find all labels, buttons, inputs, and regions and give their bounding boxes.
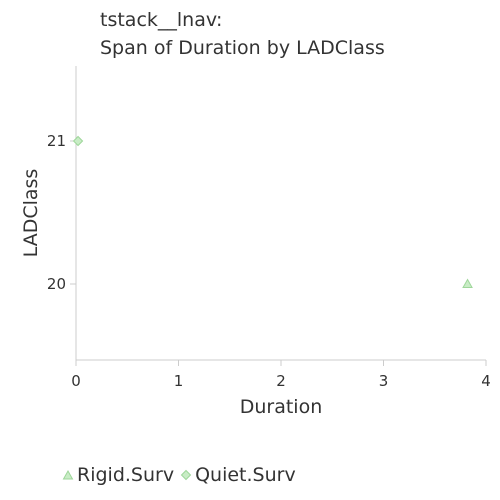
y-tick-label: 20 <box>47 275 66 293</box>
x-tick-label: 4 <box>481 372 491 390</box>
x-tick-label: 3 <box>379 372 389 390</box>
chart-title-line1: tstack__lnav: <box>100 9 223 31</box>
legend-item-rigid-surv[interactable]: Rigid.Surv <box>62 464 174 486</box>
data-point-triangle[interactable] <box>462 278 473 288</box>
x-ticks: 0 1 2 3 4 <box>71 360 491 390</box>
x-tick-label: 1 <box>174 372 184 390</box>
y-tick-label: 21 <box>47 132 66 150</box>
x-tick-label: 0 <box>71 372 81 390</box>
y-axis-label: LADClass <box>20 169 42 258</box>
legend-item-quiet-surv[interactable]: Quiet.Surv <box>180 464 296 486</box>
legend-label-quiet-surv: Quiet.Surv <box>195 464 296 486</box>
x-axis-label: Duration <box>240 396 323 418</box>
diamond-marker-icon <box>180 469 192 481</box>
legend: Rigid.Surv Quiet.Surv <box>62 464 302 486</box>
data-points <box>72 135 473 288</box>
legend-label-rigid-surv: Rigid.Surv <box>77 464 175 486</box>
data-point-diamond[interactable] <box>72 135 84 147</box>
triangle-marker-icon <box>62 469 74 480</box>
chart-title-line2: Span of Duration by LADClass <box>100 37 385 59</box>
x-tick-label: 2 <box>276 372 286 390</box>
chart-title: tstack__lnav: Span of Duration by LADCla… <box>100 6 385 62</box>
